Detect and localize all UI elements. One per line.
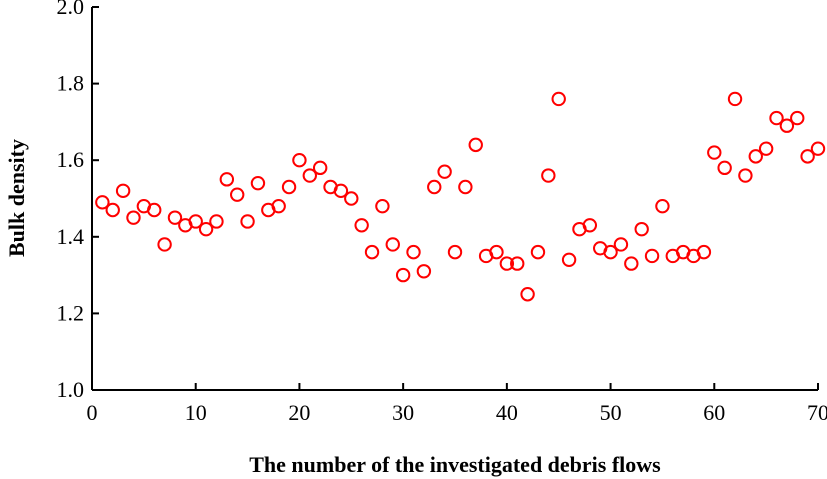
data-point xyxy=(758,141,774,156)
data-point xyxy=(561,252,577,267)
data-point xyxy=(613,237,629,252)
y-axis-title: Bulk density xyxy=(4,139,29,257)
data-point xyxy=(147,202,162,218)
data-point xyxy=(810,141,826,156)
data-point xyxy=(281,179,297,195)
y-tick-label: 2.0 xyxy=(57,0,85,19)
data-point xyxy=(292,153,307,168)
y-tick-label: 1.6 xyxy=(57,147,85,172)
x-ticks: 0 10 20 30 40 50 60 70 xyxy=(87,383,827,425)
data-point xyxy=(230,187,245,202)
data-point xyxy=(499,256,515,271)
data-point xyxy=(458,179,473,195)
x-tick-label: 50 xyxy=(600,400,622,425)
data-point xyxy=(769,110,784,126)
data-point xyxy=(427,179,442,195)
data-point xyxy=(530,244,546,260)
y-tick-label: 1.0 xyxy=(57,377,85,402)
data-point xyxy=(198,221,214,237)
y-tick-label: 1.2 xyxy=(57,300,85,325)
data-point xyxy=(250,175,266,191)
data-points xyxy=(95,91,826,302)
data-point xyxy=(738,168,753,183)
data-point xyxy=(624,256,639,271)
data-point xyxy=(790,110,805,126)
data-point xyxy=(779,118,795,133)
data-point xyxy=(126,210,141,225)
data-point xyxy=(800,149,815,164)
data-point xyxy=(437,164,452,179)
plot-area: 1.0 1.2 1.4 1.6 1.8 2.0 0 10 20 30 40 50 60 70 xyxy=(57,0,827,425)
x-tick-label: 40 xyxy=(496,400,518,425)
data-point xyxy=(634,221,649,237)
data-point xyxy=(240,214,255,229)
x-tick-label: 0 xyxy=(87,400,98,425)
data-point xyxy=(551,91,566,107)
data-point xyxy=(707,145,722,160)
data-point xyxy=(603,244,618,260)
data-point xyxy=(717,160,732,176)
data-point xyxy=(219,172,235,187)
data-point xyxy=(115,183,131,199)
data-point xyxy=(406,244,421,260)
data-point xyxy=(167,210,183,225)
data-point xyxy=(395,267,411,283)
y-ticks: 1.0 1.2 1.4 1.6 1.8 2.0 xyxy=(57,0,99,402)
data-point xyxy=(95,195,110,210)
data-point xyxy=(302,168,317,183)
data-point xyxy=(447,244,463,260)
data-point xyxy=(727,91,743,107)
x-tick-label: 30 xyxy=(392,400,414,425)
y-tick-label: 1.8 xyxy=(57,71,85,96)
data-point xyxy=(416,264,432,279)
data-point xyxy=(696,244,712,260)
data-point xyxy=(312,160,328,176)
data-point xyxy=(209,214,224,229)
y-tick-label: 1.4 xyxy=(57,224,85,249)
data-point xyxy=(364,244,380,260)
x-axis-title: The number of the investigated debris fl… xyxy=(249,452,661,477)
x-tick-label: 20 xyxy=(288,400,310,425)
data-point xyxy=(105,202,120,218)
data-point xyxy=(655,198,670,214)
data-point xyxy=(582,218,598,233)
data-point xyxy=(271,198,286,214)
data-point xyxy=(157,237,172,252)
data-point xyxy=(489,244,504,260)
data-point xyxy=(333,183,349,199)
x-tick-label: 70 xyxy=(807,400,827,425)
data-point xyxy=(510,256,525,271)
x-tick-label: 60 xyxy=(703,400,725,425)
data-point xyxy=(644,248,660,264)
data-point xyxy=(354,218,369,233)
data-point xyxy=(188,214,203,229)
x-tick-label: 10 xyxy=(185,400,207,425)
data-point xyxy=(520,287,535,302)
data-point xyxy=(375,198,390,214)
data-point xyxy=(385,237,400,252)
data-point xyxy=(541,168,556,183)
data-point xyxy=(748,149,763,164)
data-point xyxy=(468,137,483,153)
data-point xyxy=(344,191,359,206)
